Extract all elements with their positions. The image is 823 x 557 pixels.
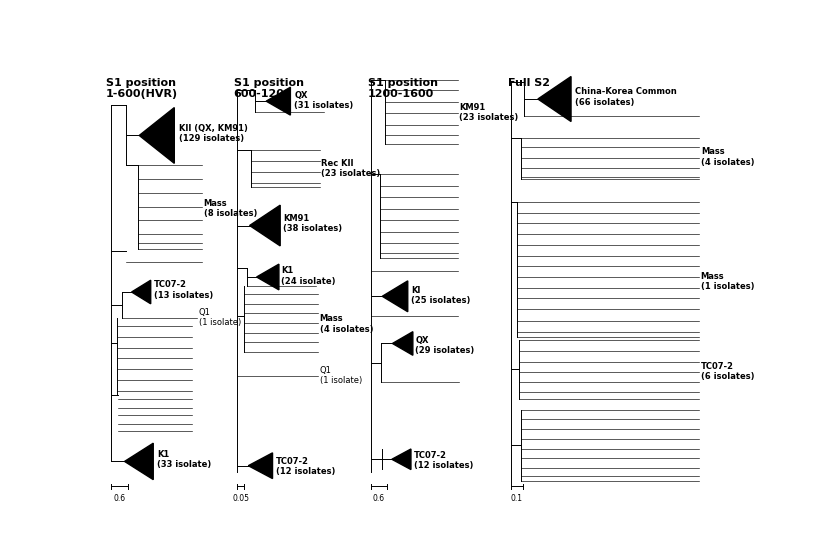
Polygon shape — [249, 453, 272, 478]
Text: TC07-2
(13 isolates): TC07-2 (13 isolates) — [154, 280, 213, 300]
Text: S1 position
600-1200: S1 position 600-1200 — [234, 77, 304, 99]
Polygon shape — [139, 108, 174, 163]
Text: TC07-2
(12 isolates): TC07-2 (12 isolates) — [277, 457, 336, 476]
Text: S1 position
1-600(HVR): S1 position 1-600(HVR) — [106, 77, 179, 99]
Text: KM91
(38 isolates): KM91 (38 isolates) — [283, 214, 342, 233]
Text: KII (QX, KM91)
(129 isolates): KII (QX, KM91) (129 isolates) — [179, 124, 248, 143]
Text: Q1
(1 isolate): Q1 (1 isolate) — [198, 308, 241, 328]
Polygon shape — [393, 331, 413, 355]
Text: China-Korea Common
(66 isolates): China-Korea Common (66 isolates) — [575, 87, 677, 106]
Text: S1 position
1200-1600: S1 position 1200-1600 — [368, 77, 438, 99]
Text: K1
(24 isolate): K1 (24 isolate) — [281, 266, 336, 286]
Text: Q1
(1 isolate): Q1 (1 isolate) — [319, 366, 362, 385]
Text: QX
(29 isolates): QX (29 isolates) — [416, 336, 475, 355]
Polygon shape — [132, 280, 151, 304]
Text: KM91
(23 isolates): KM91 (23 isolates) — [459, 103, 518, 123]
Polygon shape — [382, 281, 407, 312]
Text: KI
(25 isolates): KI (25 isolates) — [411, 286, 470, 305]
Polygon shape — [257, 264, 279, 290]
Text: Mass
(4 isolates): Mass (4 isolates) — [701, 147, 755, 167]
Polygon shape — [124, 443, 153, 480]
Text: 0.6: 0.6 — [373, 494, 385, 503]
Polygon shape — [392, 449, 411, 470]
Polygon shape — [266, 87, 291, 115]
Polygon shape — [249, 205, 280, 246]
Text: 0.05: 0.05 — [232, 494, 249, 503]
Polygon shape — [538, 76, 571, 121]
Text: Full S2: Full S2 — [508, 77, 550, 87]
Text: TC07-2
(6 isolates): TC07-2 (6 isolates) — [700, 361, 754, 381]
Text: TC07-2
(12 isolates): TC07-2 (12 isolates) — [414, 451, 473, 470]
Text: 0.1: 0.1 — [511, 494, 523, 503]
Text: Mass
(1 isolates): Mass (1 isolates) — [700, 272, 754, 291]
Text: Rec KII
(23 isolates): Rec KII (23 isolates) — [321, 159, 380, 178]
Text: K1
(33 isolate): K1 (33 isolate) — [157, 449, 212, 469]
Text: Mass
(8 isolates): Mass (8 isolates) — [203, 199, 257, 218]
Text: Mass
(4 isolates): Mass (4 isolates) — [319, 315, 374, 334]
Text: 0.6: 0.6 — [114, 494, 126, 503]
Text: QX
(31 isolates): QX (31 isolates) — [294, 91, 353, 110]
